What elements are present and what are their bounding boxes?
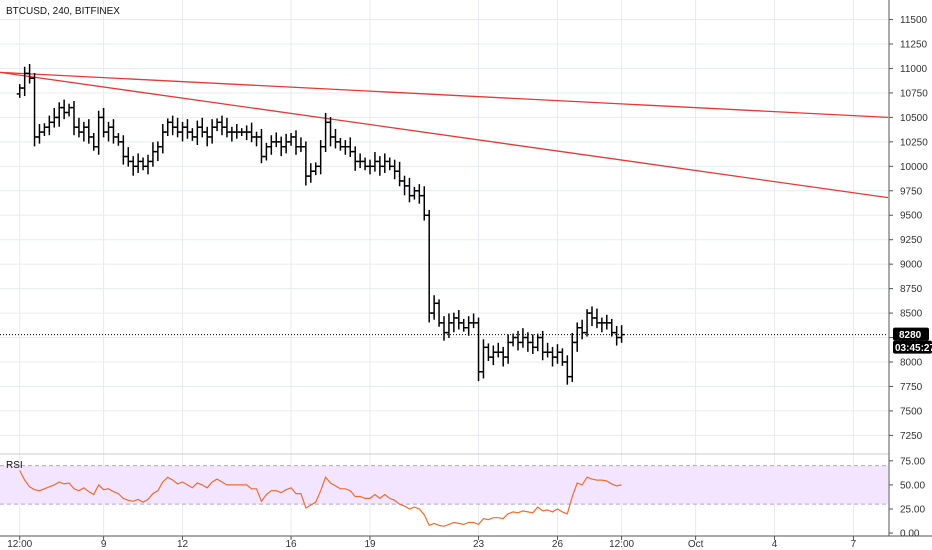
price-axis-label: 8500 (900, 309, 923, 320)
price-axis-label: 10750 (900, 88, 928, 99)
current-price-value: 8280 (899, 330, 922, 341)
axes (0, 0, 932, 537)
time-axis-label: 7 (851, 539, 857, 550)
current-price-tag-bg (893, 327, 929, 341)
price-axis-label: 10500 (900, 113, 928, 124)
time-axis-label: 9 (101, 539, 107, 550)
time-axis-label: 12 (177, 539, 189, 550)
price-axis-label: 10000 (900, 162, 928, 173)
rsi-axis-label: 0.00 (900, 529, 920, 540)
bar-countdown-tag: 03:45:27 (893, 340, 932, 354)
rsi-panel (0, 453, 889, 527)
price-axis-label: 8750 (900, 284, 923, 295)
current-price-tag: 8280 (893, 327, 929, 341)
price-axis-label: 10250 (900, 137, 928, 148)
time-axis-label: 19 (364, 539, 376, 550)
rsi-line (19, 470, 622, 527)
bar-countdown-bg (893, 340, 932, 354)
bar-countdown-value: 03:45:27 (895, 343, 932, 354)
price-axis-label: 7500 (900, 406, 923, 417)
price-axis-label: 8000 (900, 357, 923, 368)
rsi-axis-label: 25.00 (900, 504, 925, 515)
time-axis-label: Oct (688, 539, 704, 550)
time-axis-labels[interactable]: 12:00 9 12 16 19 23 26 12:00 Oct 4 7 (7, 536, 857, 550)
price-axis-label: 7750 (900, 382, 923, 393)
trendline (0, 71, 889, 199)
price-axis-label: 11250 (900, 40, 928, 51)
grid (0, 0, 888, 535)
price-axis-label: 9000 (900, 260, 923, 271)
symbol-title: BTCUSD, 240, BITFINEX (6, 6, 120, 17)
time-axis-label: 12:00 (7, 539, 32, 550)
price-bars (16, 63, 625, 385)
price-axis-label: 9500 (900, 211, 923, 222)
rsi-axis-labels: 75.00 50.00 25.00 0.00 (889, 456, 925, 540)
time-axis-label: 26 (552, 539, 564, 550)
time-axis-label: 12:00 (609, 539, 634, 550)
rsi-axis-label: 75.00 (900, 456, 925, 467)
price-axis-label: 7250 (900, 431, 923, 442)
rsi-band (0, 465, 888, 505)
time-axis-label: 23 (473, 539, 485, 550)
price-axis-labels[interactable]: 11500 11250 11000 10750 10500 10250 10000 9750 9… (889, 15, 928, 442)
rsi-axis-label: 50.00 (900, 480, 925, 491)
time-axis-label: 4 (772, 539, 778, 550)
price-axis-label: 9750 (900, 186, 923, 197)
price-axis-label: 11500 (900, 15, 928, 26)
time-axis-label: 16 (286, 539, 298, 550)
trendline (0, 71, 889, 119)
price-axis-label: 11000 (900, 64, 928, 75)
price-axis-label: 9250 (900, 235, 923, 246)
rsi-indicator-label[interactable]: RSI (6, 460, 23, 471)
trendlines[interactable] (0, 71, 889, 199)
